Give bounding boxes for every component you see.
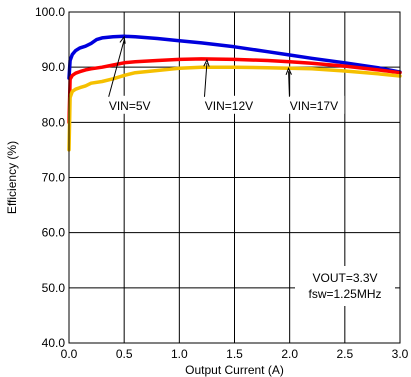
annotation-background bbox=[283, 95, 345, 114]
annotation-arrow-head bbox=[285, 66, 292, 75]
y-tick-label: 50.0 bbox=[42, 281, 66, 295]
annotations: VIN=5V VIN=12V VIN=17V bbox=[102, 35, 345, 114]
condition-box: VOUT=3.3V fsw=1.25MHz bbox=[295, 266, 395, 306]
y-tick-label: 90.0 bbox=[42, 60, 66, 74]
annotation-arrow-line bbox=[203, 62, 208, 97]
y-axis-title: Efficiency (%) bbox=[5, 141, 19, 214]
y-tick-label: 60.0 bbox=[42, 226, 66, 240]
x-tick-label: 1.5 bbox=[226, 347, 243, 361]
x-tick-label: 2.5 bbox=[336, 347, 353, 361]
x-tick-label: 3.0 bbox=[392, 347, 409, 361]
x-tick-label: 1.0 bbox=[171, 347, 188, 361]
series-layer bbox=[67, 34, 402, 152]
y-tick-label: 70.0 bbox=[42, 171, 66, 185]
x-tick-label: 0.5 bbox=[116, 347, 133, 361]
series-line-vin-5v bbox=[67, 34, 402, 80]
condition-box-background bbox=[295, 266, 395, 306]
series-line-vin-12v bbox=[67, 57, 402, 125]
y-tick-label: 100.0 bbox=[35, 5, 65, 19]
annotation-label: VIN=5V bbox=[109, 99, 151, 113]
plot-frame bbox=[68, 11, 401, 344]
tick-labels: 0.0 0.5 1.0 1.5 2.0 2.5 3.0 40.0 50.0 60.0 70.0 80.… bbox=[35, 5, 409, 361]
x-axis-title: Output Current (A) bbox=[185, 363, 284, 377]
annotation-arrow-head bbox=[119, 35, 126, 44]
annotation-arrow-line bbox=[288, 71, 290, 97]
x-tick-label: 0.0 bbox=[61, 347, 78, 361]
x-tick-label: 2.0 bbox=[281, 347, 298, 361]
condition-line: VOUT=3.3V bbox=[312, 271, 377, 285]
annotation-arrow-line bbox=[108, 39, 125, 97]
annotation-label: VIN=12V bbox=[205, 99, 253, 113]
annotation-background bbox=[198, 95, 260, 114]
annotation-arrow-head bbox=[203, 58, 210, 67]
condition-line: fsw=1.25MHz bbox=[308, 287, 381, 301]
series-line-vin-17v bbox=[67, 65, 402, 152]
annotation-background bbox=[102, 95, 157, 114]
annotation-label: VIN=17V bbox=[290, 99, 338, 113]
y-tick-label: 80.0 bbox=[42, 115, 66, 129]
y-tick-label: 40.0 bbox=[42, 336, 66, 350]
